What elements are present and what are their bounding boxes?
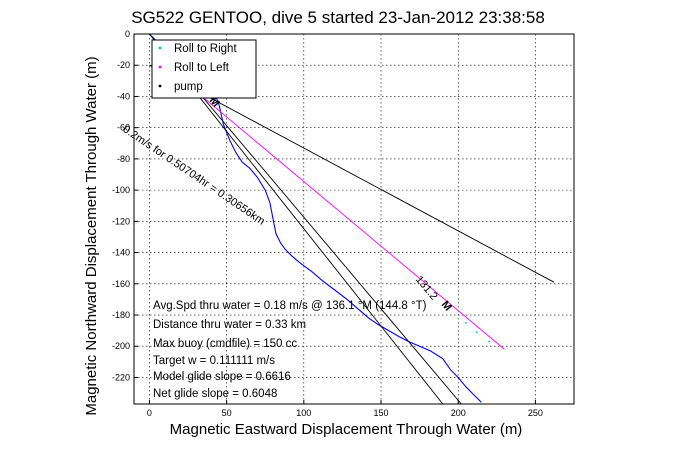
x-tick-label: 200: [451, 408, 466, 418]
y-tick-label: -80: [117, 154, 130, 164]
stat-max-buoy: Max buoy (cmdfile) = 150 cc: [153, 338, 297, 350]
legend-marker-roll-right: [158, 46, 162, 50]
y-ticks: 0 -20 -40 -60 -80 -100 -120 -140 -160 -180 -200 -22…: [112, 29, 138, 382]
axes-frame: [133, 33, 575, 405]
y-tick-label: -140: [112, 248, 130, 258]
legend-label-roll-left: Roll to Left: [174, 62, 230, 74]
stat-target-w: Target w = 0.111111 m/s: [153, 355, 275, 367]
y-tick-label: -40: [117, 91, 130, 101]
legend-label-roll-right: Roll to Right: [174, 43, 237, 55]
series-line-4: [183, 80, 505, 350]
stat-avg-speed: Avg.Spd thru water = 0.18 m/s @ 136.1 °M…: [153, 300, 427, 312]
stat-model-glide: Model glide slope = 0.6616: [153, 371, 291, 383]
x-tick-label: 150: [374, 408, 389, 418]
y-tick-label: -160: [112, 279, 130, 289]
x-tick-label: 50: [222, 408, 232, 418]
y-tick-label: -180: [112, 310, 130, 320]
legend-box: [151, 39, 257, 99]
roll-right-point: [475, 331, 478, 334]
x-ticks: 0 50 100 150 200 250: [147, 400, 543, 418]
axes-box: [133, 33, 575, 405]
legend-marker-pump: [158, 84, 162, 88]
y-tick-label: -20: [117, 60, 130, 70]
y-tick-label: -100: [112, 185, 130, 195]
y-tick-label: -60: [117, 123, 130, 133]
y-axis-label: Magnetic Northward Displacement Through …: [83, 56, 100, 415]
y-axis-label-group: Magnetic Northward Displacement Through …: [83, 56, 100, 415]
y-tick-label: -200: [112, 341, 130, 351]
stat-distance: Distance thru water = 0.33 km: [153, 319, 306, 331]
x-tick-label: 0: [147, 408, 152, 418]
y-tick-label: -220: [112, 372, 130, 382]
legend-label-pump: pump: [174, 81, 203, 93]
roll-right-point: [488, 340, 490, 343]
legend: Roll to Right Roll to Left pump: [151, 39, 257, 99]
roll-right-point: [465, 321, 467, 324]
chart-title: SG522 GENTOO, dive 5 started 23-Jan-2012…: [131, 8, 545, 27]
y-tick-label: -120: [112, 216, 130, 226]
x-tick-label: 250: [528, 408, 543, 418]
series-line-1: [149, 64, 555, 283]
x-tick-label: 100: [296, 408, 311, 418]
x-axis-label: Magnetic Eastward Displacement Through W…: [170, 421, 523, 438]
stats-block: Avg.Spd thru water = 0.18 m/s @ 136.1 °M…: [153, 300, 427, 400]
y-tick-label: 0: [125, 29, 130, 39]
legend-marker-roll-left: [158, 65, 162, 69]
stat-net-glide: Net glide slope = 0.6048: [153, 388, 277, 400]
